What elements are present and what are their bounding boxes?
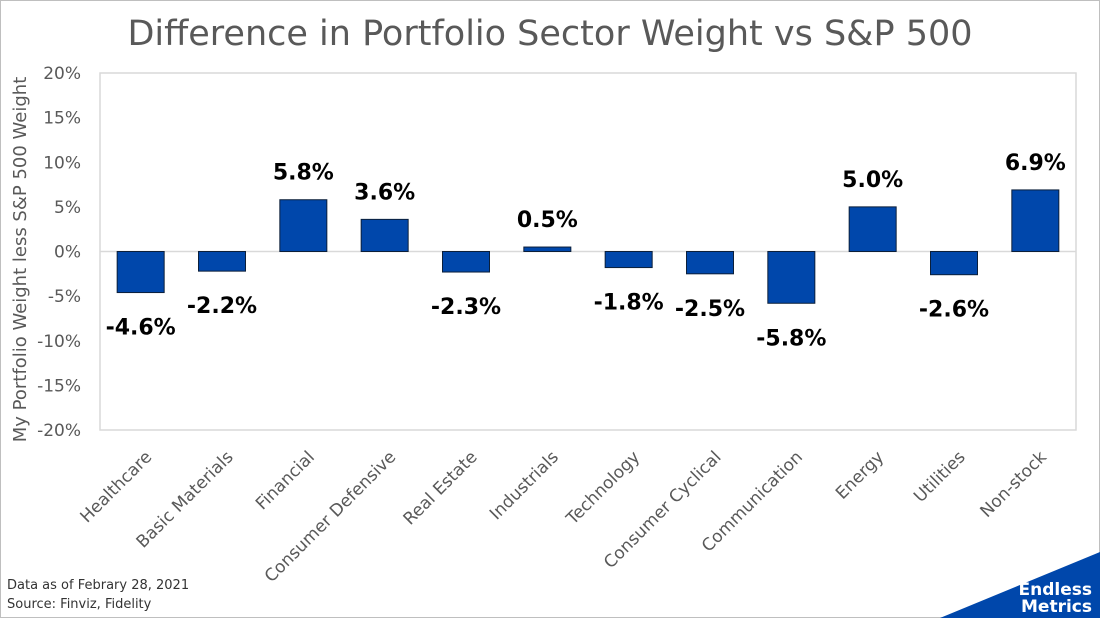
x-tick-label: Energy <box>832 447 888 503</box>
bars <box>116 189 1060 304</box>
data-label: 5.0% <box>842 168 903 193</box>
y-tick-label: 5% <box>54 198 81 218</box>
x-tick-label: Industrials <box>486 447 563 524</box>
data-label: -2.3% <box>431 295 501 320</box>
x-tick-label: Non-stock <box>977 447 1051 521</box>
bar <box>686 251 734 275</box>
y-tick-label: -10% <box>37 332 81 352</box>
bar <box>848 206 897 252</box>
y-tick-label: 10% <box>43 153 81 173</box>
footnote: Data as of Febrary 28, 2021 Source: Finv… <box>7 576 189 614</box>
brand-line2: Metrics <box>1021 597 1092 617</box>
data-label: 3.6% <box>354 180 415 205</box>
data-label: 5.8% <box>273 161 334 186</box>
brand-line1: Endless <box>1018 580 1092 600</box>
plot-area <box>99 72 1077 431</box>
y-axis-label: My Portfolio Weight less S&P 500 Weight <box>10 77 31 442</box>
x-tick-label: Technology <box>562 447 644 529</box>
x-tick-label: Real Estate <box>400 447 482 529</box>
y-tick-label: 0% <box>54 243 81 263</box>
data-label: 6.9% <box>1005 151 1066 176</box>
data-label: -2.6% <box>919 298 989 323</box>
data-label: 0.5% <box>517 208 578 233</box>
bar <box>198 251 246 272</box>
y-tick-label: -15% <box>37 376 81 396</box>
bar <box>930 251 978 276</box>
chart-title: Difference in Portfolio Sector Weight vs… <box>127 14 973 54</box>
y-axis-ticks: 20% 15% 10% 5% 0% -5% -10% -15% -20% <box>37 64 81 441</box>
brand-text: Endless Metrics <box>1019 582 1092 616</box>
y-tick-label: -5% <box>48 287 81 307</box>
footnote-date: Data as of Febrary 28, 2021 <box>7 578 190 593</box>
bar <box>279 199 328 252</box>
x-tick-label: Utilities <box>910 447 969 506</box>
brand-logo: Endless Metrics <box>940 552 1100 618</box>
data-labels: -4.6% -2.2% 5.8% 3.6% -2.3% 0.5% -1.8% -2.5% -5.… <box>106 151 1066 351</box>
bar <box>1011 189 1060 252</box>
y-tick-label: 20% <box>43 64 81 84</box>
bar <box>442 251 490 273</box>
bar <box>604 251 653 269</box>
data-label: -2.5% <box>675 297 745 322</box>
data-label: -2.2% <box>187 294 257 319</box>
bar <box>116 251 165 294</box>
footnote-source: Source: Finviz, Fidelity <box>7 597 152 612</box>
y-tick-label: -20% <box>37 421 81 441</box>
x-tick-label: Consumer Defensive <box>261 447 400 586</box>
brand-triangle <box>940 552 1100 618</box>
data-label: -1.8% <box>594 291 664 316</box>
y-tick-label: 15% <box>43 109 81 129</box>
bar <box>360 218 409 252</box>
x-tick-label: Financial <box>252 447 319 514</box>
x-tick-label: Healthcare <box>77 447 157 527</box>
bar <box>767 251 816 304</box>
bar <box>523 246 572 253</box>
data-label: -4.6% <box>106 316 176 341</box>
data-label: -5.8% <box>756 326 826 351</box>
